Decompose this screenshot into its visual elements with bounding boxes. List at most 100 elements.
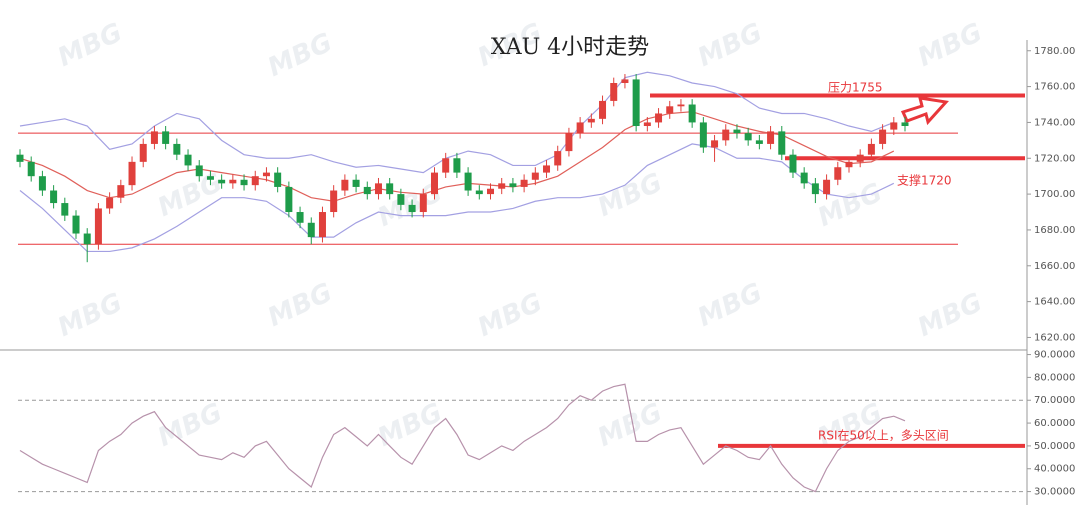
- candle-body: [789, 154, 797, 173]
- candle-body: [834, 167, 842, 180]
- candle-body: [386, 183, 394, 195]
- candle-body: [610, 83, 618, 101]
- rsi-line: [19, 383, 906, 493]
- candle-body: [274, 172, 282, 187]
- candle-body: [285, 186, 293, 213]
- annotation: RSI在50以上，多头区间: [818, 429, 949, 443]
- candle-body: [867, 143, 875, 155]
- candle-body: [330, 190, 338, 213]
- candle-body: [27, 161, 35, 177]
- candle-body: [453, 158, 461, 173]
- candle-body: [576, 122, 584, 134]
- candle-body: [643, 122, 651, 127]
- candle-body: [509, 183, 517, 187]
- arrow: [900, 96, 949, 126]
- candle-body: [72, 215, 80, 234]
- candle-body: [901, 122, 909, 127]
- watermark: MBG: [693, 18, 766, 74]
- y-tick-label: 70.0000: [1034, 395, 1075, 406]
- candle-body: [722, 129, 730, 141]
- annotation: 支撑1720: [897, 173, 952, 188]
- candle-body: [464, 172, 472, 191]
- candle-body: [890, 122, 898, 130]
- watermark: MBG: [373, 398, 446, 454]
- candle-body: [430, 172, 438, 195]
- candle-body: [778, 131, 786, 155]
- watermark: MBG: [53, 288, 126, 344]
- candle-body: [94, 208, 102, 245]
- candle-body: [711, 140, 719, 148]
- candle-body: [341, 179, 349, 191]
- candle-body: [352, 179, 360, 187]
- candle-body: [699, 122, 707, 148]
- candle-body: [296, 212, 304, 223]
- candle-body: [767, 131, 775, 144]
- watermark: MBG: [693, 278, 766, 334]
- candle-body: [117, 185, 125, 198]
- candle-body: [744, 133, 752, 141]
- watermark: MBG: [263, 28, 336, 84]
- annotation: 压力1755: [828, 81, 883, 95]
- candle-body: [677, 104, 685, 107]
- candle-body: [554, 151, 562, 166]
- candle-body: [419, 194, 427, 213]
- candle-body: [408, 204, 416, 213]
- candle-body: [587, 118, 595, 123]
- candle-body: [666, 106, 674, 114]
- candle-body: [61, 203, 69, 216]
- candle-body: [206, 176, 214, 180]
- candle-body: [139, 143, 147, 162]
- candle-body: [397, 194, 405, 205]
- watermark: MBG: [473, 288, 546, 344]
- y-tick-label: 1760.00: [1034, 82, 1075, 93]
- candle-body: [150, 131, 158, 144]
- candle-body: [262, 172, 270, 177]
- candle-body: [363, 186, 371, 195]
- y-tick-label: 80.0000: [1034, 372, 1075, 383]
- y-tick-label: 1680.00: [1034, 225, 1075, 236]
- candle-body: [755, 140, 763, 144]
- candle-body: [106, 197, 114, 209]
- candle-body: [800, 172, 808, 184]
- candle-body: [50, 190, 58, 204]
- candle-body: [498, 183, 506, 189]
- candle-body: [195, 165, 203, 177]
- candle-body: [733, 129, 741, 134]
- band-line: [19, 143, 895, 253]
- y-tick-label: 40.0000: [1034, 464, 1075, 475]
- candle-body: [565, 133, 573, 152]
- candle-body: [128, 161, 136, 186]
- y-tick-label: 1640.00: [1034, 297, 1075, 308]
- candle-body: [655, 113, 663, 123]
- watermark: MBG: [913, 288, 986, 344]
- candle-body: [442, 158, 450, 173]
- y-tick-label: 1740.00: [1034, 117, 1075, 128]
- candle-body: [599, 100, 607, 119]
- y-tick-label: 1660.00: [1034, 261, 1075, 272]
- watermark: MBG: [913, 18, 986, 74]
- candle-body: [240, 179, 248, 186]
- candle-body: [475, 190, 483, 195]
- candle-body: [38, 176, 46, 191]
- y-tick-label: 90.0000: [1034, 350, 1075, 361]
- candle-body: [318, 212, 326, 238]
- candle-body: [16, 154, 24, 162]
- candle-body: [173, 143, 181, 155]
- candle-body: [543, 165, 551, 173]
- watermark: MBG: [593, 398, 666, 454]
- y-tick-label: 30.0000: [1034, 487, 1075, 498]
- candle-body: [856, 154, 864, 162]
- candle-body: [229, 179, 237, 184]
- candle-body: [879, 129, 887, 144]
- candle-body: [487, 188, 495, 195]
- candle-body: [251, 176, 259, 186]
- candle-body: [307, 222, 315, 238]
- y-tick-label: 1700.00: [1034, 189, 1075, 200]
- watermark: MBG: [53, 18, 126, 74]
- candle-body: [531, 172, 539, 180]
- candle-body: [811, 183, 819, 195]
- y-tick-label: 1780.00: [1034, 46, 1075, 57]
- y-tick-label: 1620.00: [1034, 332, 1075, 343]
- candle-body: [621, 79, 629, 84]
